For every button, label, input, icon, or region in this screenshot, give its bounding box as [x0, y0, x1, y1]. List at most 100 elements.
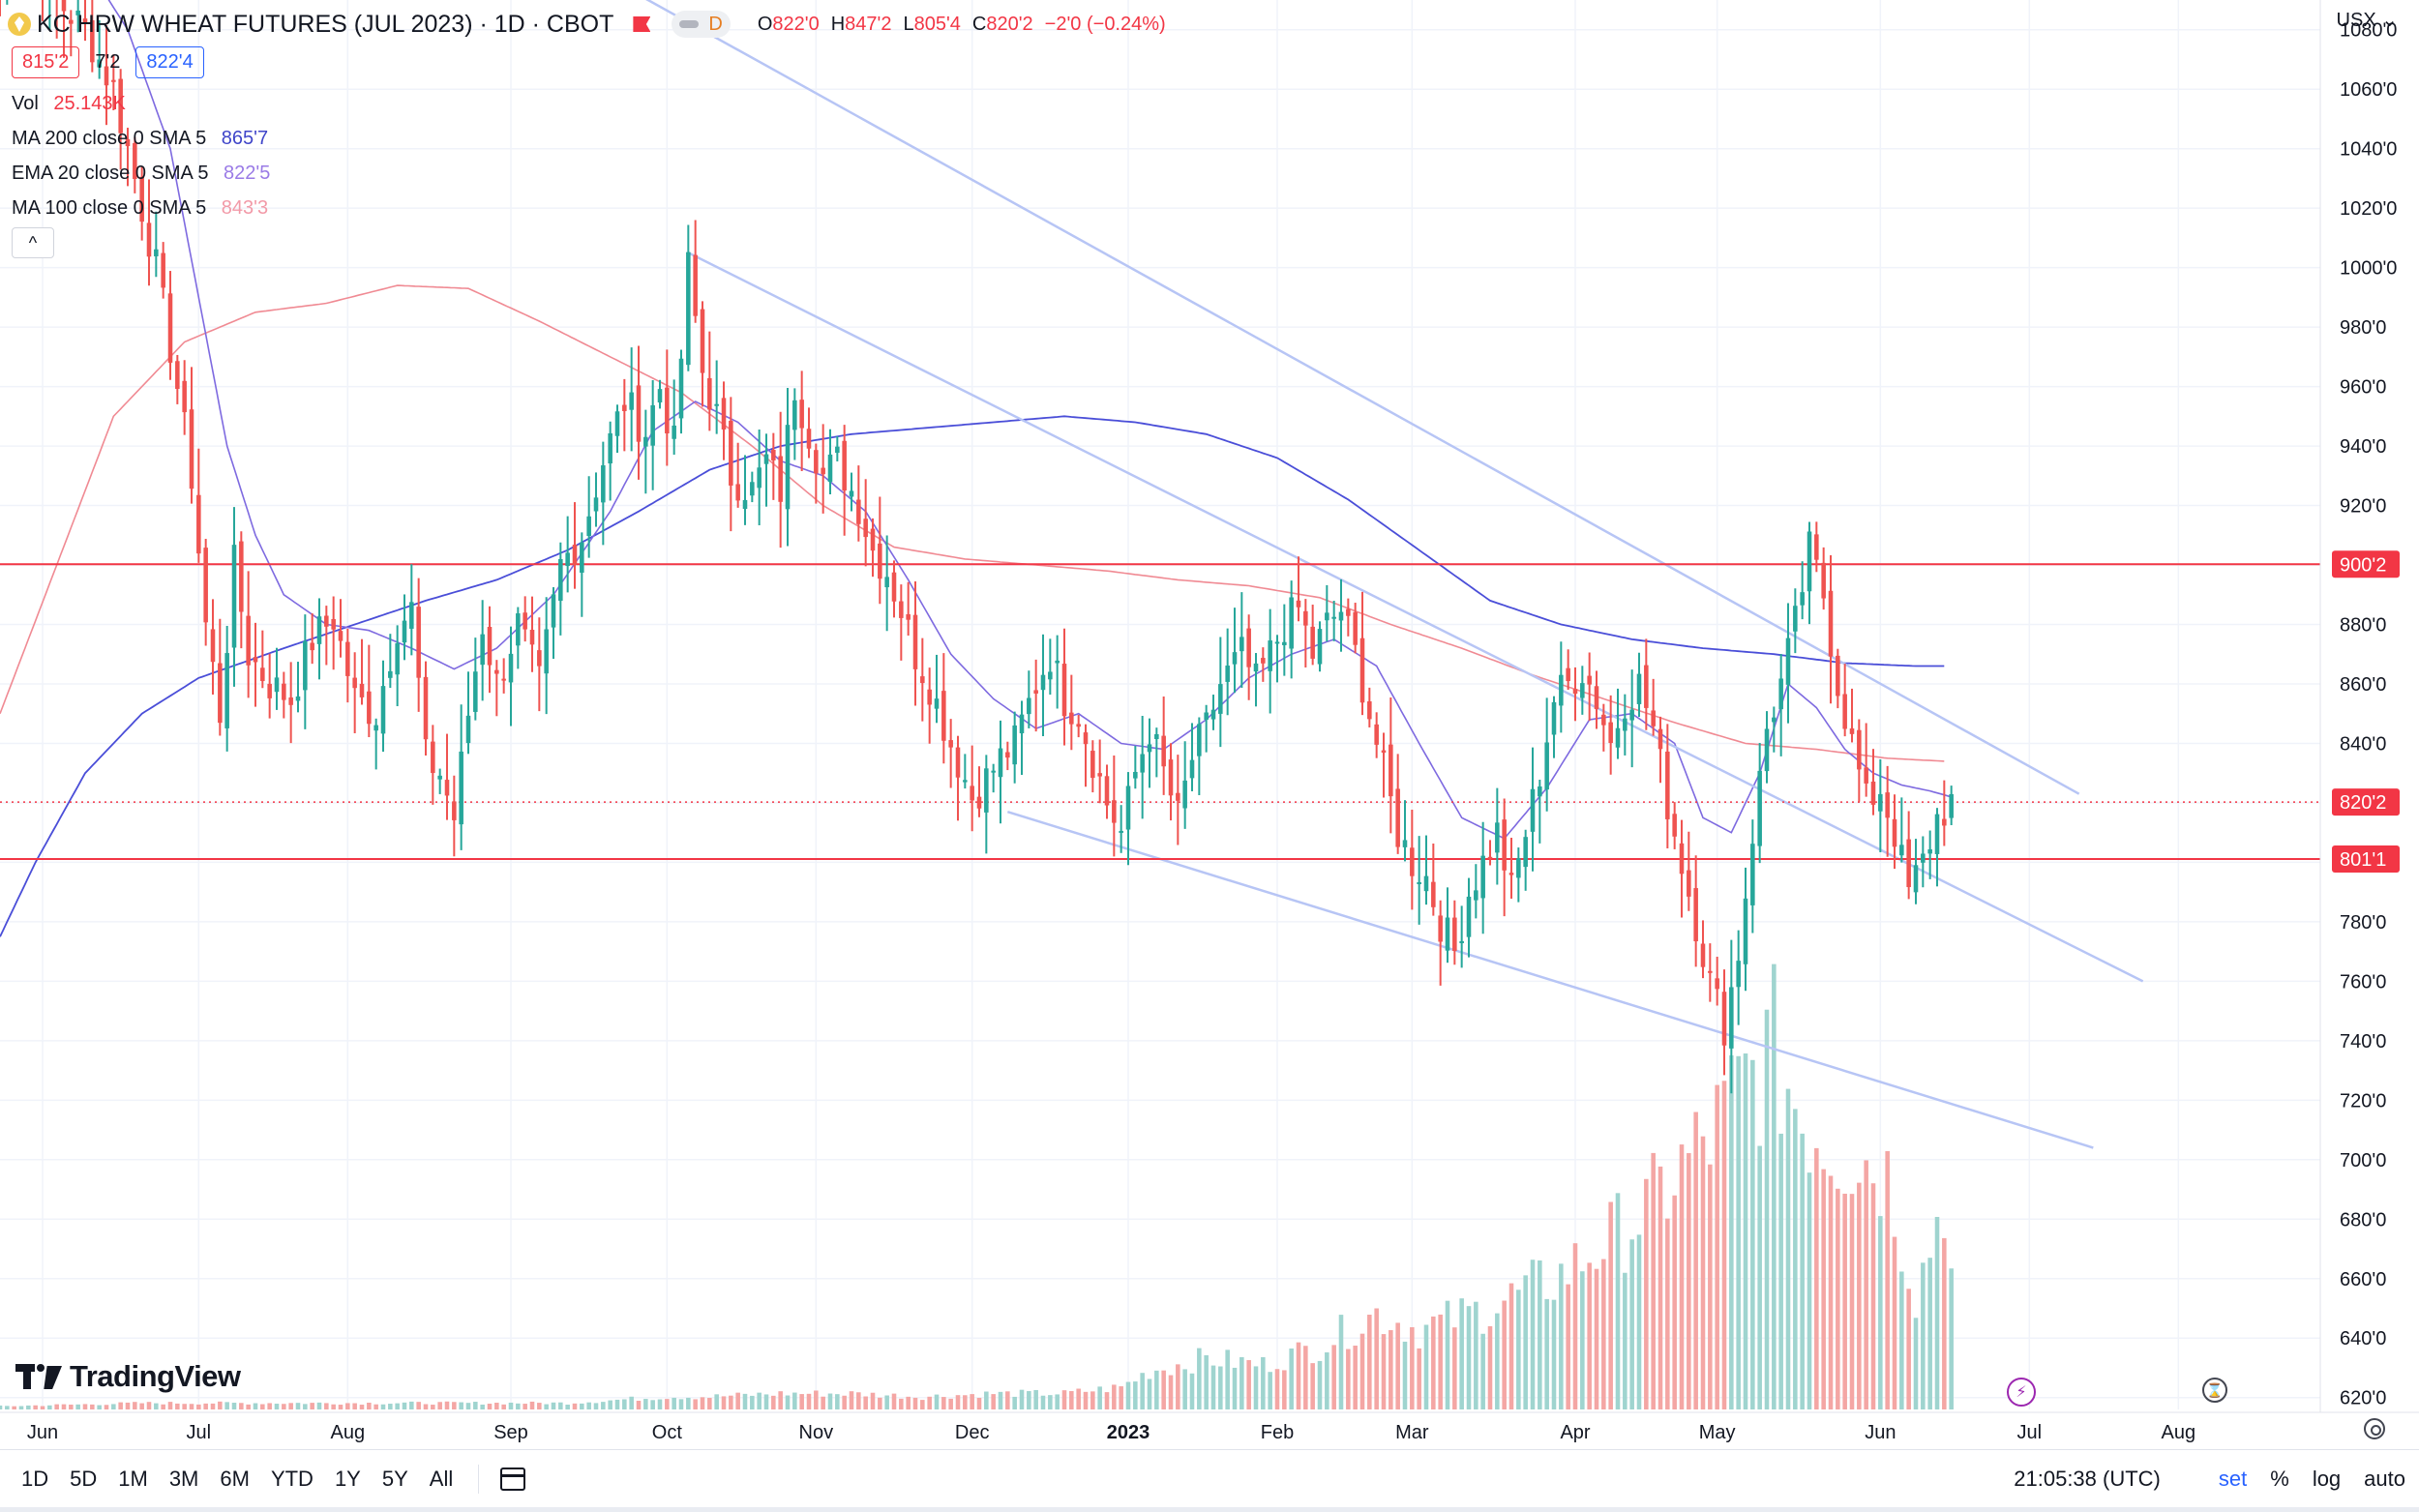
- candle-body[interactable]: [1161, 735, 1166, 767]
- candle-body[interactable]: [771, 449, 776, 460]
- candle-body[interactable]: [1857, 729, 1862, 770]
- candle-body[interactable]: [239, 541, 244, 612]
- candle-body[interactable]: [1410, 847, 1415, 876]
- candle-body[interactable]: [1033, 690, 1038, 694]
- candle-body[interactable]: [1913, 865, 1919, 893]
- candle-body[interactable]: [267, 683, 272, 698]
- candle-body[interactable]: [1572, 689, 1578, 695]
- candle-body[interactable]: [1587, 675, 1592, 685]
- candle-body[interactable]: [665, 387, 670, 434]
- flag-icon[interactable]: [633, 16, 651, 32]
- candle-body[interactable]: [672, 425, 676, 439]
- candle-body[interactable]: [175, 361, 180, 389]
- candle-body[interactable]: [501, 678, 506, 681]
- candle-body[interactable]: [1189, 759, 1195, 779]
- candle-body[interactable]: [806, 429, 812, 449]
- candle-body[interactable]: [1061, 664, 1067, 717]
- candle-body[interactable]: [182, 380, 187, 413]
- tradingview-logo[interactable]: TradingView: [15, 1359, 241, 1394]
- candle-body[interactable]: [388, 670, 393, 678]
- candle-body[interactable]: [529, 630, 535, 645]
- candle-body[interactable]: [1239, 637, 1244, 652]
- price-label[interactable]: 801'1: [2340, 849, 2386, 871]
- timeframe-1d[interactable]: 1D: [21, 1467, 49, 1491]
- candle-body[interactable]: [1147, 744, 1152, 753]
- candle-body[interactable]: [1807, 531, 1812, 592]
- candle-body[interactable]: [544, 629, 549, 674]
- candle-body[interactable]: [310, 642, 314, 651]
- candle-body[interactable]: [906, 613, 911, 620]
- candle-body[interactable]: [650, 404, 655, 446]
- candle-body[interactable]: [1353, 611, 1358, 645]
- candle-body[interactable]: [480, 634, 485, 666]
- candle-body[interactable]: [1679, 843, 1685, 875]
- timeframe-5d[interactable]: 5D: [70, 1467, 98, 1491]
- candle-body[interactable]: [1389, 744, 1393, 797]
- candle-body[interactable]: [459, 751, 463, 825]
- candle-body[interactable]: [1168, 759, 1174, 796]
- candle-body[interactable]: [345, 641, 350, 676]
- timeframe-3m[interactable]: 3M: [168, 1467, 199, 1491]
- candle-body[interactable]: [1459, 940, 1464, 944]
- candle-body[interactable]: [1012, 725, 1017, 765]
- collapse-indicators-button[interactable]: ^: [12, 227, 54, 258]
- candle-body[interactable]: [1197, 724, 1202, 756]
- candle-body[interactable]: [303, 641, 308, 691]
- candle-body[interactable]: [1665, 751, 1670, 819]
- flash-icon[interactable]: ⚡: [2007, 1378, 2036, 1407]
- candle-body[interactable]: [1892, 818, 1897, 847]
- axis-settings-icon[interactable]: [2364, 1418, 2385, 1439]
- price-axis[interactable]: [2320, 0, 2419, 1451]
- candle-body[interactable]: [1133, 771, 1138, 779]
- candle-body[interactable]: [1636, 673, 1642, 704]
- candle-body[interactable]: [1715, 978, 1719, 990]
- auto-scale-button[interactable]: auto: [2364, 1467, 2405, 1491]
- wheat-symbol-icon[interactable]: [8, 13, 31, 36]
- candle-body[interactable]: [1615, 727, 1621, 748]
- candle-body[interactable]: [814, 450, 819, 474]
- timeframe-ytd[interactable]: YTD: [270, 1467, 314, 1491]
- candle-body[interactable]: [1027, 697, 1031, 715]
- candle-body[interactable]: [1282, 641, 1287, 645]
- candle-body[interactable]: [125, 138, 131, 147]
- candle-body[interactable]: [1204, 712, 1209, 721]
- candle-body[interactable]: [1743, 898, 1748, 964]
- candle-body[interactable]: [678, 358, 684, 419]
- candle-body[interactable]: [1359, 637, 1365, 703]
- candle-body[interactable]: [721, 398, 727, 430]
- candle-body[interactable]: [1232, 652, 1238, 665]
- timeframe-1m[interactable]: 1M: [118, 1467, 148, 1491]
- candle-body[interactable]: [565, 552, 570, 567]
- candle-body[interactable]: [1842, 694, 1847, 729]
- candle-body[interactable]: [1076, 724, 1081, 727]
- candle-body[interactable]: [878, 543, 882, 579]
- candle-body[interactable]: [231, 545, 237, 648]
- candle-body[interactable]: [948, 740, 953, 748]
- candle-body[interactable]: [842, 440, 847, 491]
- candle-body[interactable]: [1125, 786, 1131, 830]
- candle-body[interactable]: [1253, 663, 1259, 672]
- candle-body[interactable]: [1154, 733, 1159, 740]
- chart-svg[interactable]: 620'0 640'0 660'0 680'0 700'0 720'0 740'0 760'0…: [0, 0, 2419, 1451]
- candle-body[interactable]: [1693, 888, 1698, 942]
- candle-body[interactable]: [465, 715, 471, 744]
- candle-body[interactable]: [1431, 881, 1436, 907]
- candle-body[interactable]: [707, 377, 712, 410]
- candle-body[interactable]: [1438, 915, 1443, 942]
- candle-body[interactable]: [899, 601, 904, 618]
- candle-body[interactable]: [1750, 844, 1755, 905]
- candle-body[interactable]: [1502, 819, 1507, 871]
- candle-body[interactable]: [104, 66, 109, 86]
- candle-body[interactable]: [1885, 792, 1890, 818]
- candle-body[interactable]: [1225, 666, 1230, 682]
- candle-body[interactable]: [1274, 641, 1280, 644]
- candle-body[interactable]: [1566, 667, 1570, 682]
- candle-body[interactable]: [1878, 793, 1883, 812]
- candle-body[interactable]: [1218, 684, 1223, 714]
- candle-body[interactable]: [714, 403, 719, 406]
- symbol-title[interactable]: KC HRW WHEAT FUTURES (JUL 2023) · 1D · C…: [37, 10, 614, 38]
- candle-body[interactable]: [870, 528, 876, 551]
- candle-body[interactable]: [1757, 770, 1762, 846]
- candle-body[interactable]: [1814, 534, 1819, 560]
- candle-body[interactable]: [757, 467, 762, 489]
